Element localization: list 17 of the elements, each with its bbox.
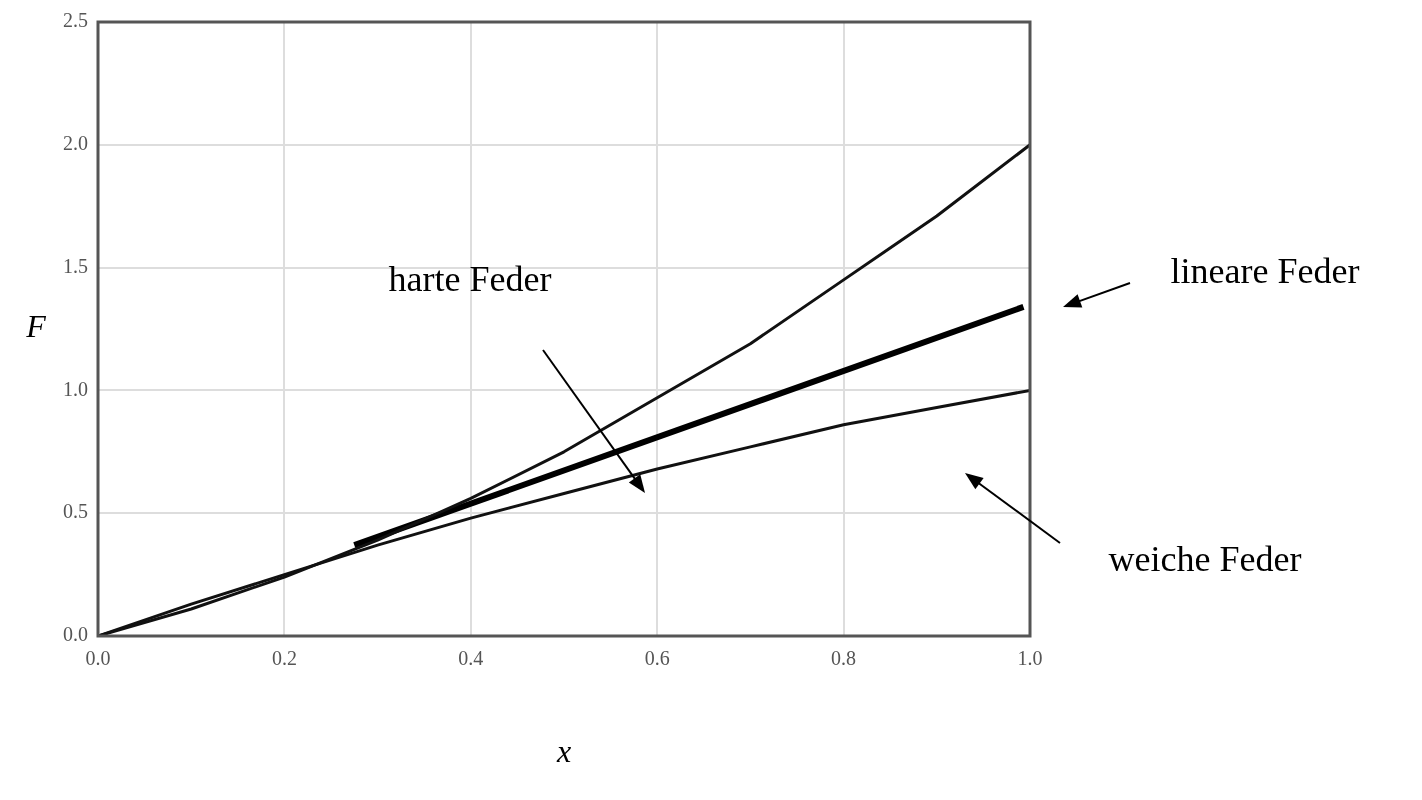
x-tick-label: 0.8 bbox=[831, 647, 857, 670]
x-tick-label: 0.6 bbox=[644, 647, 670, 670]
x-tick-label: 0.2 bbox=[271, 647, 297, 670]
x-axis-title: x bbox=[555, 733, 572, 770]
y-tick-label: 1.0 bbox=[63, 377, 88, 400]
y-tick-label: 2.5 bbox=[63, 9, 88, 32]
annotation: harte Feder bbox=[388, 259, 552, 300]
text: lineare Feder bbox=[1170, 251, 1360, 292]
x-tick-label: 1.0 bbox=[1017, 647, 1043, 670]
x-tick-label: 0.0 bbox=[85, 647, 111, 670]
text: weiche Feder bbox=[1108, 539, 1302, 580]
x-tick-label: 0.4 bbox=[458, 647, 484, 670]
y-tick-label: 0.5 bbox=[63, 500, 88, 523]
y-tick-label: 0.0 bbox=[63, 623, 88, 646]
y-axis-title: F bbox=[25, 308, 47, 345]
y-tick-label: 2.0 bbox=[63, 132, 88, 155]
y-tick-label: 1.5 bbox=[63, 254, 88, 277]
